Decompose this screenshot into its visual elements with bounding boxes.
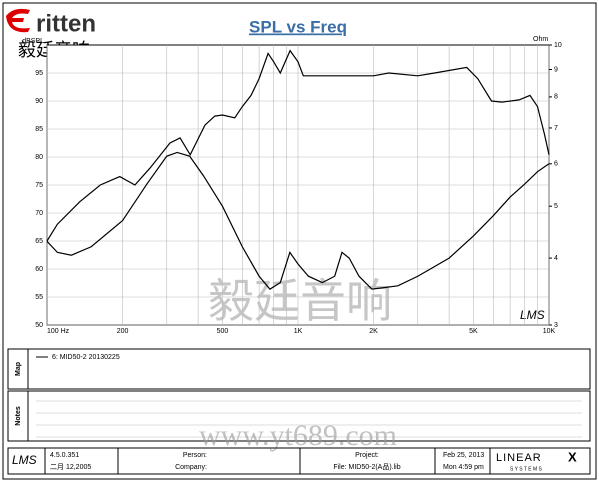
watermark-url: www.yt689.com: [199, 419, 397, 452]
y-tick-label: 65: [35, 238, 43, 245]
version: 4.5.0.351: [50, 452, 79, 459]
y-tick-label: 55: [35, 294, 43, 301]
plot-layer: 100 Hz 200 500 1K 2K 5K 10K5055606570758085909…: [35, 42, 562, 335]
footer-box: [7, 447, 591, 475]
y-tick-label: 90: [35, 98, 43, 105]
footer: LMS 4.5.0.351 二月 12,2005 Person: Company…: [7, 447, 591, 475]
watermark-cn: 毅廷音响: [208, 275, 392, 327]
logo: ritten: [36, 10, 96, 37]
notes-box: [7, 390, 591, 442]
legend-entry: 6: MID50-2 20130225: [52, 354, 120, 361]
notes-label: Notes: [15, 406, 22, 426]
y2-tick-label: 10: [554, 42, 562, 49]
brand-x: X: [568, 449, 577, 464]
y-tick-label: 50: [35, 322, 43, 329]
x-tick-label: 500: [217, 328, 229, 335]
y-tick-label: 95: [35, 70, 43, 77]
series-line: [46, 49, 550, 242]
x-tick-label: 2K: [369, 328, 378, 335]
brand-sub: S Y S T E M S: [510, 466, 543, 472]
y2-tick-label: 3: [554, 322, 558, 329]
y-tick-label: 75: [35, 182, 43, 189]
notes-panel: Notes: [7, 390, 591, 442]
brand: LINEAR: [496, 452, 542, 464]
project: Project:: [355, 452, 379, 459]
person: Person:: [183, 452, 207, 459]
y2-tick-label: 8: [554, 94, 558, 101]
y2-tick-label: 4: [554, 255, 558, 262]
file: File: MID50-2(A品).lib: [333, 463, 400, 471]
map-box: [7, 348, 591, 390]
y2-axis-label: Ohm: [533, 36, 548, 43]
y2-tick-label: 7: [554, 125, 558, 132]
y-tick-label: 70: [35, 210, 43, 217]
map-label: Map: [15, 362, 22, 376]
y-tick-label: 85: [35, 126, 43, 133]
company: Company:: [175, 464, 207, 471]
chart-title: SPL vs Freq: [249, 17, 347, 36]
y-tick-label: 80: [35, 154, 43, 161]
y-tick-label: 60: [35, 266, 43, 273]
build-date: 二月 12,2005: [50, 463, 91, 471]
y2-tick-label: 9: [554, 66, 558, 73]
date: Feb 25, 2013: [443, 452, 484, 459]
x-tick-label: 200: [117, 328, 129, 335]
x-tick-label: 10K: [543, 328, 556, 335]
plot-logo: LMS: [520, 308, 545, 322]
y-axis-label: dBSPL: [22, 38, 44, 45]
logo-mark: [6, 8, 30, 33]
y2-tick-label: 5: [554, 203, 558, 210]
x-tick-label: 1K: [294, 328, 303, 335]
series-line: [46, 151, 550, 290]
time: Mon 4:59 pm: [443, 464, 484, 471]
x-tick-label: 100 Hz: [47, 328, 70, 335]
x-tick-label: 5K: [469, 328, 478, 335]
map-panel: Map 6: MID50-2 20130225: [7, 348, 591, 390]
y2-tick-label: 6: [554, 161, 558, 168]
footer-logo: LMS: [12, 453, 37, 467]
